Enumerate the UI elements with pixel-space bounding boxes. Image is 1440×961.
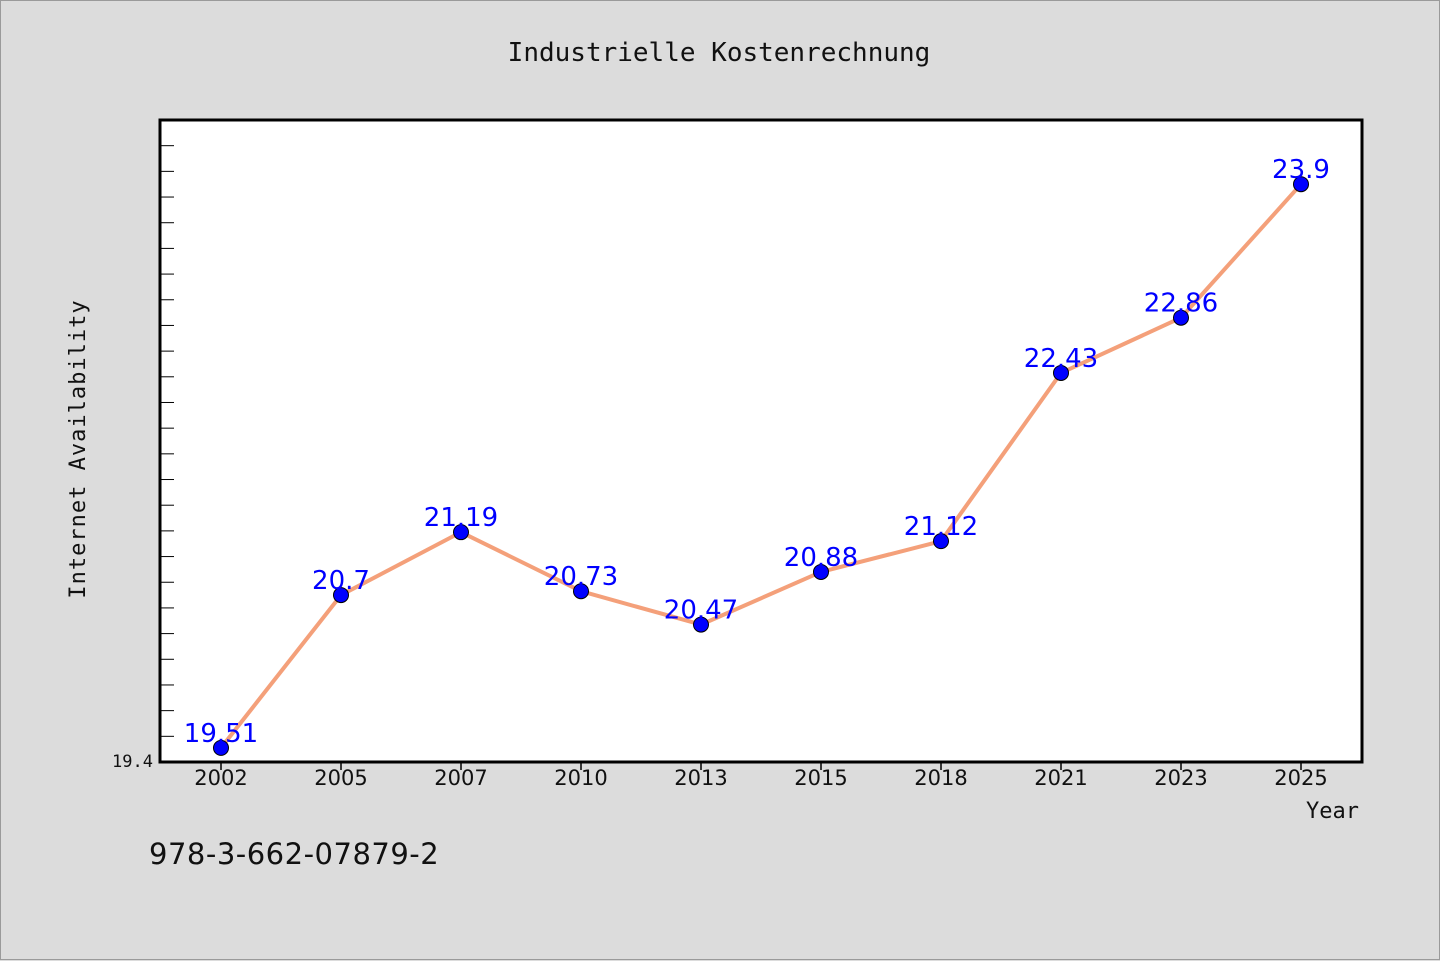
data-label: 23.9	[1272, 155, 1330, 185]
data-label: 21.12	[904, 512, 978, 542]
data-label: 20.88	[784, 543, 858, 573]
data-label: 20.7	[312, 566, 370, 596]
data-point	[693, 616, 709, 633]
data-label: 20.47	[664, 596, 738, 626]
x-tick-label: 2025	[1274, 766, 1327, 790]
series-line	[219, 182, 1303, 750]
x-tick-label: 2021	[1034, 766, 1087, 790]
x-tick-label: 2007	[434, 766, 487, 790]
data-label: 21.19	[424, 503, 498, 533]
plot-area	[158, 118, 1364, 764]
x-axis-label: Year	[1306, 799, 1359, 824]
isbn-text: 978-3-662-07879-2	[149, 837, 440, 871]
data-label: 22.86	[1144, 289, 1218, 319]
series-layer: 19.51 20.7 21.19 20.73 20.47 20.88 21.12 22.43 2…	[184, 155, 1330, 756]
x-tick-label: 2005	[314, 766, 367, 790]
data-point	[333, 587, 349, 604]
data-label: 20.73	[544, 562, 618, 592]
data-point	[573, 583, 589, 600]
data-point	[813, 563, 829, 580]
x-tick-label: 2023	[1154, 766, 1207, 790]
data-label: 19.51	[184, 719, 258, 749]
x-tick-label: 2010	[554, 766, 607, 790]
y-minor-ticks	[160, 145, 174, 737]
data-label: 22.43	[1024, 344, 1098, 374]
data-point	[213, 739, 229, 756]
x-axis-ticks: 2002 2005 2007 2010 2013 2015 2018 2021 2023 2025	[194, 762, 1328, 790]
data-point	[1053, 364, 1069, 381]
x-tick-label: 2013	[674, 766, 727, 790]
data-point	[1173, 309, 1189, 326]
y-axis-label: Internet Availability	[66, 299, 91, 598]
y-tick-label: 19.4	[112, 752, 153, 772]
x-tick-label: 2015	[794, 766, 847, 790]
data-point	[453, 524, 469, 541]
chart-title: Industrielle Kostenrechnung	[508, 38, 931, 68]
data-point	[1293, 176, 1309, 193]
x-tick-label: 2002	[194, 766, 247, 790]
data-point	[933, 533, 949, 550]
x-tick-label: 2018	[914, 766, 967, 790]
